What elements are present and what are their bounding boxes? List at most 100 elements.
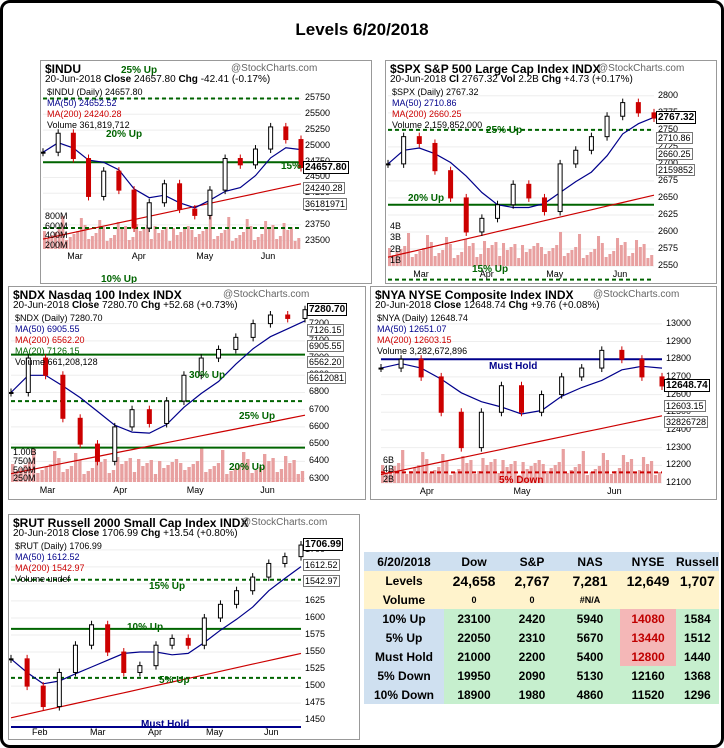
volume-bar bbox=[65, 469, 69, 482]
table-cell: 1440 bbox=[676, 647, 719, 666]
volume-bar bbox=[289, 227, 293, 249]
candle bbox=[169, 637, 175, 646]
candle bbox=[588, 136, 594, 151]
volume-bar bbox=[19, 468, 23, 482]
ma-value-box: 6562.20 bbox=[307, 355, 344, 368]
ma-value-box: 7126.15 bbox=[307, 323, 344, 336]
watermark: @StockCharts.com bbox=[241, 517, 328, 528]
volume-bar bbox=[577, 464, 581, 483]
ma200-line bbox=[42, 183, 302, 240]
x-tick-label: Jun bbox=[260, 251, 276, 261]
volume-bar bbox=[407, 233, 411, 266]
volume-bar bbox=[410, 257, 414, 266]
volume-bar bbox=[569, 470, 573, 483]
volume-bar bbox=[145, 463, 149, 482]
ma200-line bbox=[380, 415, 663, 476]
volume-bar bbox=[230, 241, 234, 249]
volume-bar bbox=[90, 468, 95, 482]
table-cell: 11520 bbox=[620, 685, 676, 704]
table-cell: 0 bbox=[504, 590, 560, 609]
candle bbox=[579, 367, 585, 378]
table-cell: 2,767 bbox=[504, 571, 560, 590]
level-annotation: 10% Up bbox=[127, 622, 164, 633]
volume-bar bbox=[223, 230, 227, 249]
volume-bar bbox=[536, 243, 540, 266]
volume-bar bbox=[43, 231, 46, 249]
volume-tick-label: 4B bbox=[390, 221, 402, 231]
volume-bar bbox=[638, 247, 642, 266]
volume-bar bbox=[401, 450, 405, 483]
ma-value-box: 12603.15 bbox=[664, 399, 706, 412]
ma-value-box: 6612081 bbox=[307, 371, 347, 384]
row-label: 5% Up bbox=[364, 628, 444, 647]
volume-bar bbox=[562, 256, 566, 266]
volume-bar bbox=[40, 470, 44, 482]
volume-bar bbox=[15, 471, 19, 482]
volume-bar bbox=[170, 462, 174, 482]
candle bbox=[267, 314, 273, 325]
volume-bar bbox=[74, 453, 78, 482]
ma-value-box: 24240.28 bbox=[303, 181, 345, 194]
x-tick-label: Mar bbox=[39, 485, 56, 495]
table-header-date: 6/20/2018 bbox=[364, 552, 444, 571]
volume-bar bbox=[645, 464, 650, 483]
volume-bar bbox=[197, 234, 201, 249]
chart-indu bbox=[41, 97, 304, 249]
volume-tick-label: 1.00B bbox=[13, 447, 37, 457]
volume-bar bbox=[296, 474, 300, 482]
volume-bar bbox=[275, 472, 279, 482]
volume-bar bbox=[172, 228, 175, 249]
chart-panel-spx: $SPX S&P 500 Large Cap Index INDX @Stock… bbox=[385, 60, 717, 284]
chart-title: $NDX Nasdaq 100 Index INDX @StockCharts.… bbox=[13, 288, 310, 302]
volume-bar bbox=[585, 475, 589, 483]
volume-bar bbox=[174, 459, 179, 482]
volume-bar bbox=[475, 257, 479, 266]
candle bbox=[72, 644, 78, 673]
volume-bar bbox=[469, 460, 473, 483]
x-tick-label: Apr bbox=[131, 251, 146, 261]
volume-bar bbox=[109, 238, 113, 249]
chart-title: $NYA NYSE Composite Index INDX @StockCha… bbox=[375, 288, 680, 302]
candle bbox=[70, 132, 76, 160]
candle bbox=[207, 189, 213, 216]
volume-bar bbox=[413, 468, 417, 483]
level-annotation: 10% Up bbox=[101, 274, 138, 284]
ma-value-box: 32826728 bbox=[664, 415, 709, 428]
volume-tick-label: 400M bbox=[45, 230, 68, 240]
candle bbox=[233, 336, 239, 350]
volume-bar bbox=[158, 461, 162, 482]
volume-tick-label: 200M bbox=[45, 239, 68, 250]
volume-bar bbox=[502, 243, 506, 266]
row-label: 5% Down bbox=[364, 666, 444, 685]
volume-bar bbox=[254, 470, 258, 482]
y-tick-label: 23500 bbox=[305, 234, 331, 245]
table-cell: 2200 bbox=[504, 647, 560, 666]
x-tick-label: Apr bbox=[113, 485, 128, 495]
volume-bar bbox=[617, 468, 622, 483]
last-price-box: 7280.70 bbox=[307, 302, 348, 316]
volume-bar bbox=[245, 219, 249, 249]
y-tick-label: 1500 bbox=[305, 680, 326, 691]
volume-bar bbox=[282, 223, 286, 249]
candle bbox=[131, 189, 137, 229]
volume-bar bbox=[623, 242, 627, 266]
y-tick-label: 2675 bbox=[658, 174, 679, 185]
chart-legend: $RUT (Daily) 1706.99 MA(50) 1612.52 MA(2… bbox=[15, 541, 102, 584]
volume-bar bbox=[32, 449, 36, 482]
volume-bar bbox=[61, 472, 65, 482]
table-cell: #N/A bbox=[560, 590, 620, 609]
volume-tick-label: 3B bbox=[390, 232, 402, 243]
y-tick-label: 1525 bbox=[305, 663, 326, 674]
volume-bar bbox=[238, 235, 242, 249]
table-cell: 12,649 bbox=[620, 571, 676, 590]
volume-bar bbox=[142, 228, 146, 249]
candle bbox=[498, 385, 504, 413]
volume-bar bbox=[448, 244, 452, 266]
volume-bar bbox=[111, 470, 116, 482]
candle bbox=[198, 357, 204, 376]
volume-bar bbox=[627, 256, 631, 266]
volume-bar bbox=[405, 474, 409, 483]
table-cell: 1980 bbox=[504, 685, 560, 704]
volume-bar bbox=[101, 227, 105, 249]
chart-subtitle: 20-Jun-2018 Cl 2767.32 Vol 2.2B Chg +4.7… bbox=[390, 74, 633, 85]
